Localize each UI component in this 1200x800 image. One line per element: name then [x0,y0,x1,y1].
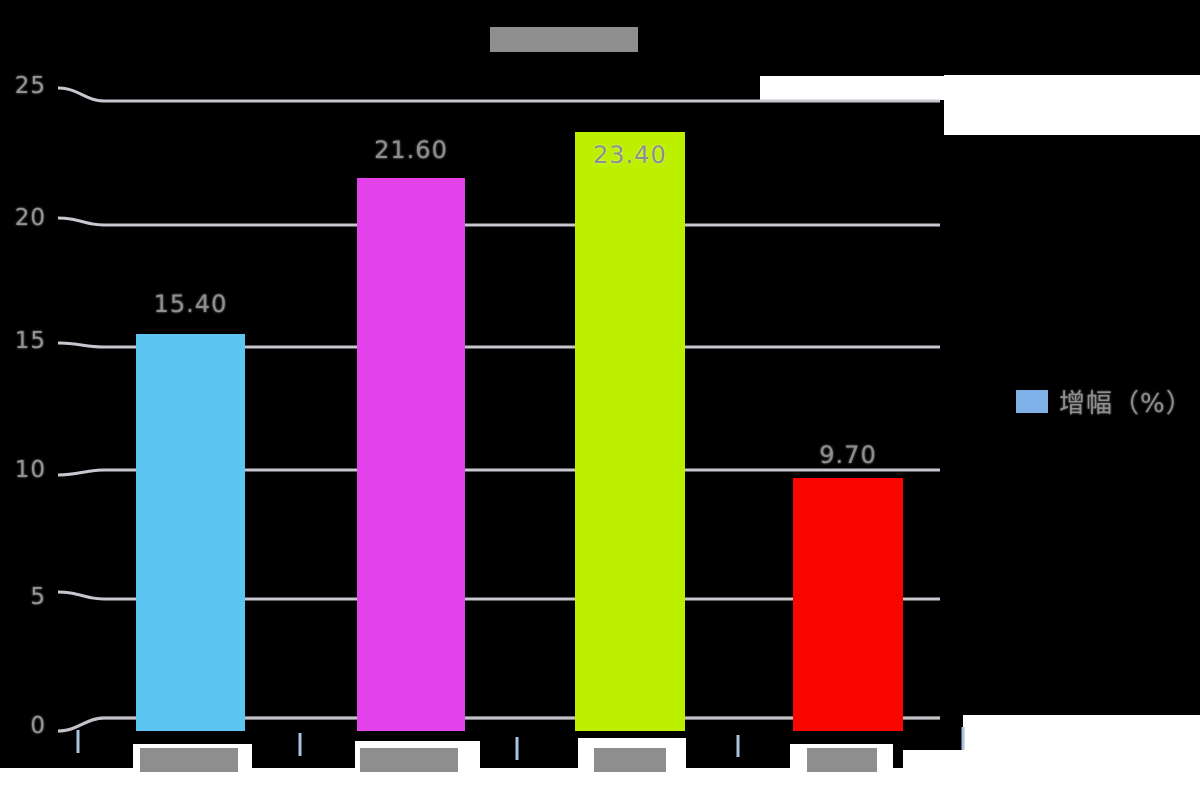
bar [793,478,903,731]
bar-value-label: 15.40 [153,290,228,318]
legend-label: 增幅（%） [1059,389,1193,419]
white-patch [903,750,963,768]
y-axis-tick-label: 20 [14,205,46,231]
bar-value-label: 21.60 [374,136,448,164]
y-axis-tick-label: 10 [14,457,46,483]
x-axis-line [57,716,940,733]
bar-value-label: 9.70 [819,441,877,469]
x-axis-tick-label-block: ███ [594,748,666,772]
y-axis-tick-label: 15 [14,328,46,354]
gridline [57,86,940,103]
gridline [57,216,940,227]
bar [136,334,245,731]
gridline [57,590,940,601]
gridline [57,468,940,477]
y-axis-tick-label: 0 [30,713,46,739]
white-patch [0,768,1200,800]
chart-title-block: ██████ [490,27,638,52]
x-axis-tick-label-block: ████ [360,748,458,772]
legend-swatch [1016,390,1048,413]
legend: 增幅（%） [1016,383,1193,420]
y-axis-tick-label: 25 [14,73,46,99]
gridline [57,341,940,349]
white-patch [944,75,1200,135]
x-axis-tick-label-block: ████ [140,748,238,772]
y-axis-tick-label: 5 [30,584,46,610]
x-axis-tick-label-block: ███ [807,748,877,772]
bar-value-label: 23.40 [593,141,667,169]
white-patch [760,76,944,100]
bar [575,132,685,731]
bar [357,178,465,731]
white-patch [963,715,1200,768]
